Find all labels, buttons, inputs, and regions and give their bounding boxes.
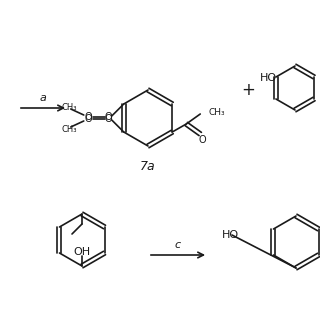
Text: CH₃: CH₃ (208, 108, 225, 116)
Text: CH₃: CH₃ (61, 124, 76, 133)
Text: +: + (241, 81, 255, 99)
Text: O: O (198, 135, 206, 145)
Text: O: O (105, 114, 113, 124)
Text: 7a: 7a (140, 160, 156, 173)
Text: a: a (40, 93, 46, 103)
Text: OH: OH (73, 247, 91, 257)
Text: O: O (85, 112, 92, 122)
Text: HO: HO (222, 230, 239, 240)
Text: O: O (85, 114, 92, 124)
Text: c: c (175, 240, 181, 250)
Text: HO: HO (260, 73, 277, 83)
Text: O: O (105, 112, 113, 122)
Text: CH₃: CH₃ (61, 102, 76, 111)
